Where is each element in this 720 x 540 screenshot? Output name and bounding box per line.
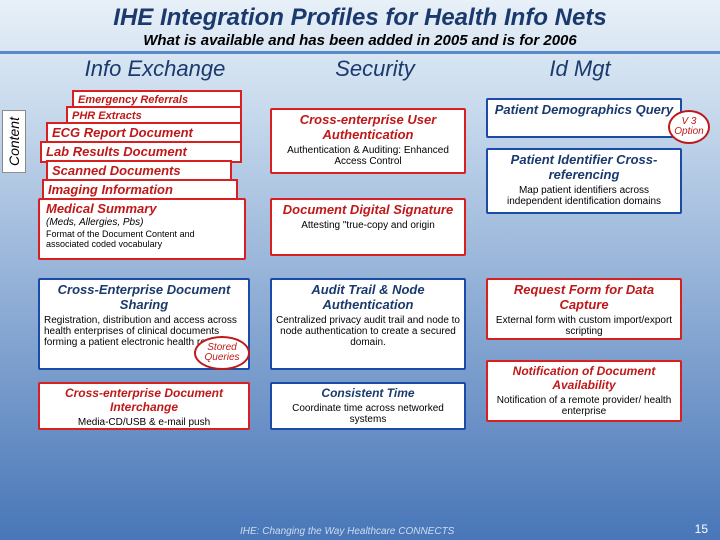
page-number: 15 <box>695 522 708 536</box>
dds-desc: Attesting "true-copy and origin <box>276 220 460 231</box>
xdi-desc: Media-CD/USB & e-mail push <box>44 417 244 428</box>
pix-title: Patient Identifier Cross-referencing <box>492 153 676 183</box>
stack-medsummary: Medical Summary (Meds, Allergies, Pbs) F… <box>38 198 246 260</box>
col-header-1: Info Exchange <box>40 56 270 82</box>
medsummary-title: Medical Summary <box>46 202 238 217</box>
column-headers: Info Exchange Security Id Mgt <box>0 56 720 82</box>
box-xdi: Cross-enterprise Document Interchange Me… <box>38 382 250 430</box>
page-title: IHE Integration Profiles for Health Info… <box>0 0 720 32</box>
box-xua: Cross-enterprise User Authentication Aut… <box>270 108 466 174</box>
oval-v3: V 3 Option <box>668 110 710 144</box>
xua-desc: Authentication & Auditing: Enhanced Acce… <box>276 145 460 167</box>
oval-stored-queries: Stored Queries <box>194 336 250 370</box>
atna-title: Audit Trail & Node Authentication <box>276 283 460 313</box>
footer-tagline: IHE: Changing the Way Healthcare CONNECT… <box>240 526 454 537</box>
rfd-desc: External form with custom import/export … <box>492 315 676 337</box>
medsummary-desc: Format of the Document Content and assoc… <box>46 230 238 250</box>
content-tab: Content <box>2 110 26 173</box>
box-pix: Patient Identifier Cross-referencing Map… <box>486 148 682 214</box>
nav-title: Notification of Document Availability <box>492 365 676 393</box>
box-rfd: Request Form for Data Capture External f… <box>486 278 682 340</box>
nav-desc: Notification of a remote provider/ healt… <box>492 395 676 417</box>
diagram-grid: Emergency Referrals PHR Extracts ECG Rep… <box>36 90 712 520</box>
box-dds: Document Digital Signature Attesting "tr… <box>270 198 466 256</box>
box-atna: Audit Trail & Node Authentication Centra… <box>270 278 466 370</box>
box-ct: Consistent Time Coordinate time across n… <box>270 382 466 430</box>
rfd-title: Request Form for Data Capture <box>492 283 676 313</box>
xdi-title: Cross-enterprise Document Interchange <box>44 387 244 415</box>
page-subtitle: What is available and has been added in … <box>0 32 720 54</box>
xds-title: Cross-Enterprise Document Sharing <box>44 283 244 313</box>
atna-desc: Centralized privacy audit trail and node… <box>276 315 460 348</box>
box-nav: Notification of Document Availability No… <box>486 360 682 422</box>
col-header-2: Security <box>270 56 480 82</box>
ct-title: Consistent Time <box>276 387 460 401</box>
medsummary-sub: (Meds, Allergies, Pbs) <box>46 217 238 228</box>
box-pdq: Patient Demographics Query <box>486 98 682 138</box>
dds-title: Document Digital Signature <box>276 203 460 218</box>
xua-title: Cross-enterprise User Authentication <box>276 113 460 143</box>
pix-desc: Map patient identifiers across independe… <box>492 185 676 207</box>
col-header-3: Id Mgt <box>480 56 680 82</box>
pdq-title: Patient Demographics Query <box>492 103 676 118</box>
ct-desc: Coordinate time across networked systems <box>276 403 460 425</box>
